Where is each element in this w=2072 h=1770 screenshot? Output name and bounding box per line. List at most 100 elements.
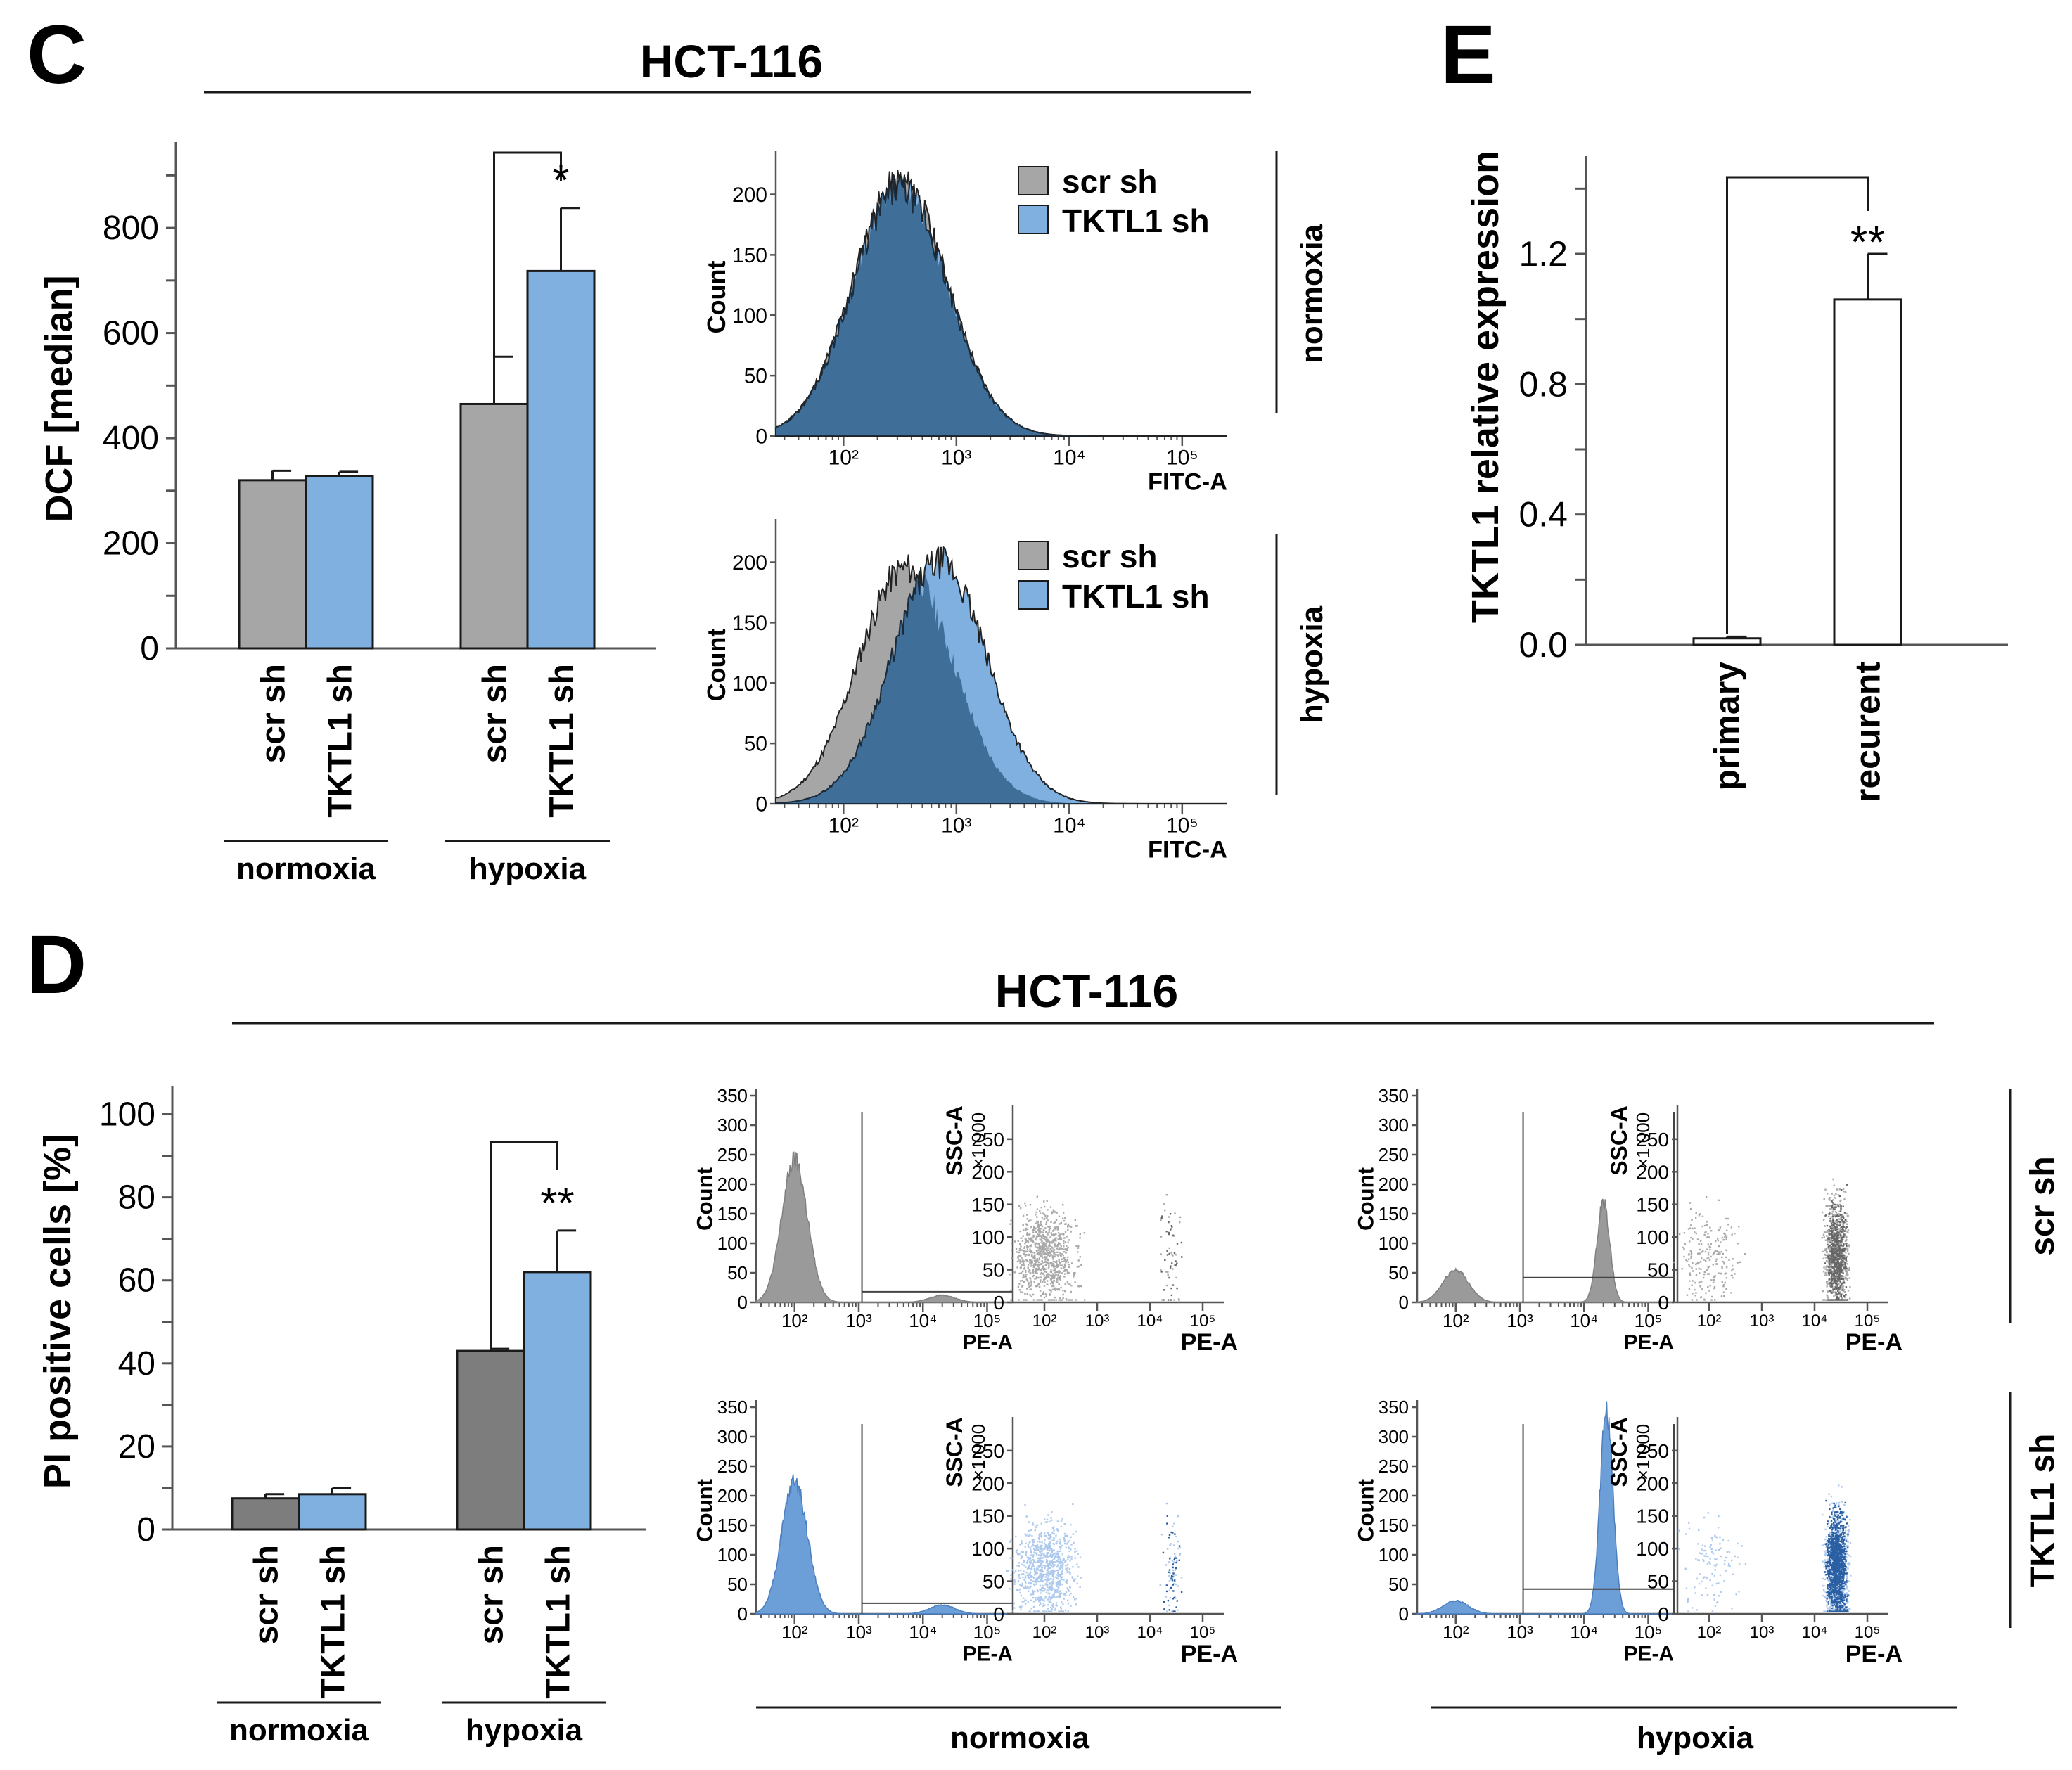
scatter-y-tick-label: 100 [1636, 1538, 1669, 1560]
bar-primary [1692, 637, 1762, 646]
y-tick-label: 600 [103, 315, 159, 352]
hist-x-tick-label: 10⁴ [1053, 447, 1085, 470]
y-tick-label: 100 [99, 1096, 155, 1134]
significance-label: ** [540, 1179, 574, 1228]
y-axis-title: PI positive cells [%] [37, 1134, 79, 1489]
panel-c: C HCT-116 0 200 400 600 800 DCF [median] scr s… [27, 8, 1329, 886]
significance-bracket [1726, 176, 1869, 634]
hist-x-tick-label: 10⁴ [1053, 814, 1085, 838]
hist-y-tick-label: 200 [717, 1485, 748, 1506]
scatter-x-tick-label: 10³ [1750, 1623, 1774, 1642]
hist-y-tick-label: 100 [717, 1233, 748, 1254]
panel-d-title: HCT-116 [995, 965, 1178, 1017]
hist-x-axis-title: PE-A [1624, 1330, 1674, 1354]
significance-label: ** [1850, 217, 1886, 267]
scatter-y-tick-label: 250 [971, 1129, 1004, 1150]
bar-scr-normoxia [238, 479, 307, 650]
hist-x-tick-label: 10² [781, 1622, 808, 1643]
scatter-x-tick-label: 10³ [1750, 1312, 1774, 1330]
x-category-label: scr sh [477, 664, 514, 763]
hist-y-axis-title: Count [702, 261, 731, 334]
hist-x-tick-label: 10² [781, 1310, 808, 1331]
hist-y-tick-label: 100 [1379, 1233, 1409, 1254]
hist-x-tick-label: 10³ [941, 814, 971, 838]
c-normoxia-side-label: normoxia [1295, 224, 1329, 364]
hist-y-axis-title: Count [1354, 1167, 1379, 1231]
hist-y-tick-label: 50 [727, 1262, 748, 1283]
hist-x-tick-label: 10⁴ [1570, 1622, 1598, 1643]
x-category-label: TKTL1 sh [315, 1545, 352, 1699]
legend-label-tktl1: TKTL1 sh [1062, 203, 1210, 239]
panel-d: D HCT-116 0 20 40 60 80 100 PI positive cells … [27, 918, 2061, 1755]
scatter-points-high [1824, 1499, 1849, 1612]
scatter-x-tick-label: 10⁴ [1137, 1312, 1163, 1330]
y-tick-label: 0 [136, 1511, 155, 1548]
hist-y-tick-label: 300 [717, 1115, 748, 1136]
hist-y-tick-label: 100 [1379, 1544, 1409, 1565]
scatter-y-unit: ×1 000 [1632, 1112, 1654, 1169]
legend-swatch-tktl1 [1018, 580, 1049, 610]
scatter-y-tick-label: 0 [1658, 1292, 1669, 1314]
hist-y-tick-label: 50 [1388, 1262, 1409, 1283]
scatter-x-tick-label: 10² [1032, 1623, 1057, 1642]
x-category-label: primary [1708, 662, 1747, 791]
hist-y-axis-title: Count [1354, 1479, 1379, 1542]
scatter-points-low [1673, 1178, 1851, 1301]
hist-x-tick-label: 10² [829, 814, 859, 838]
d-normoxia-bottom-label: normoxia [950, 1721, 1090, 1755]
hist-x-tick-label: 10⁵ [1635, 1622, 1663, 1643]
scatter-x-tick-label: 10³ [1085, 1312, 1110, 1330]
hist-x-axis-title: FITC-A [1148, 837, 1227, 864]
y-tick-label: 400 [103, 420, 159, 457]
hist-y-tick-label: 50 [744, 365, 767, 388]
scatter-y-tick-label: 0 [993, 1292, 1004, 1314]
bar-tktl1-normoxia [305, 475, 374, 650]
legend-label-scr: scr sh [1062, 163, 1158, 200]
scatter-y-unit: ×1 000 [968, 1112, 989, 1169]
scatter-y-tick-label: 100 [971, 1538, 1004, 1560]
hist-y-tick-label: 100 [732, 304, 767, 328]
significance-bracket [490, 1141, 558, 1349]
scatter-y-tick-label: 50 [1647, 1571, 1669, 1593]
legend-label-tktl1: TKTL1 sh [1062, 578, 1210, 615]
scatter-points-low [1006, 1502, 1183, 1612]
hist-y-tick-label: 150 [717, 1515, 748, 1536]
bar-scr-hypoxia [456, 1349, 525, 1531]
hist-y-tick-label: 250 [1379, 1456, 1409, 1477]
panel-c-title: HCT-116 [640, 35, 823, 87]
hist-x-tick-label: 10² [1443, 1310, 1469, 1331]
scatter-x-tick-label: 10² [1697, 1312, 1722, 1330]
scatter-points-high [1824, 1184, 1848, 1301]
hist-y-tick-label: 50 [1388, 1574, 1409, 1595]
hist-x-tick-label: 10³ [1507, 1622, 1533, 1643]
c-legend-hypoxia: scr sh TKTL1 sh [1018, 538, 1210, 615]
hist-x-tick-label: 10⁴ [1570, 1310, 1598, 1331]
hist-x-tick-label: 10⁵ [973, 1310, 1002, 1331]
scatter-y-tick-label: 150 [1636, 1194, 1669, 1216]
y-tick-label: 60 [118, 1262, 155, 1300]
hist-y-tick-label: 250 [717, 1144, 748, 1165]
y-tick-label: 0.0 [1518, 625, 1568, 665]
hist-y-tick-label: 150 [1379, 1203, 1409, 1224]
hist-y-tick-label: 0 [755, 793, 767, 816]
hist-y-tick-label: 150 [717, 1203, 748, 1224]
bar-scr-hypoxia [459, 402, 529, 650]
scatter-y-tick-label: 200 [971, 1473, 1004, 1494]
hist-x-tick-label: 10⁵ [1166, 447, 1198, 470]
hist-y-tick-label: 150 [732, 244, 767, 267]
hist-y-axis-title: Count [693, 1479, 717, 1542]
scatter-y-tick-label: 200 [1636, 1161, 1669, 1183]
group-label-hypoxia: hypoxia [466, 1713, 583, 1747]
scatter-x-tick-label: 10⁵ [1190, 1312, 1216, 1330]
hist-x-tick-label: 10² [829, 447, 859, 470]
hist-y-tick-label: 0 [738, 1292, 748, 1313]
scatter-points-high [1160, 1213, 1183, 1301]
d-scr-row-label: scr sh [2024, 1156, 2061, 1255]
hist-x-tick-label: 10⁴ [909, 1622, 937, 1643]
scatter-y-tick-label: 0 [1658, 1603, 1669, 1625]
y-tick-label: 0 [140, 630, 159, 667]
hist-x-axis-title: PE-A [963, 1330, 1013, 1354]
